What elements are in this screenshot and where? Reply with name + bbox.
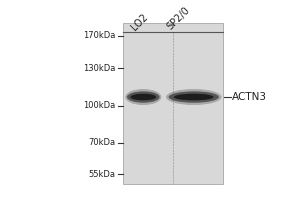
Text: 170kDa: 170kDa [83, 31, 116, 40]
Ellipse shape [166, 89, 221, 105]
Text: 55kDa: 55kDa [89, 170, 116, 179]
Text: LO2: LO2 [130, 12, 150, 32]
Ellipse shape [169, 91, 219, 103]
Text: SP2/0: SP2/0 [165, 5, 192, 32]
Text: 130kDa: 130kDa [83, 64, 116, 73]
Text: ACTN3: ACTN3 [232, 92, 267, 102]
Ellipse shape [130, 94, 156, 100]
Ellipse shape [127, 91, 160, 103]
Text: 70kDa: 70kDa [88, 138, 116, 147]
Ellipse shape [125, 89, 161, 105]
Ellipse shape [174, 94, 214, 100]
Bar [123, 23, 223, 184]
Text: 100kDa: 100kDa [83, 101, 116, 110]
